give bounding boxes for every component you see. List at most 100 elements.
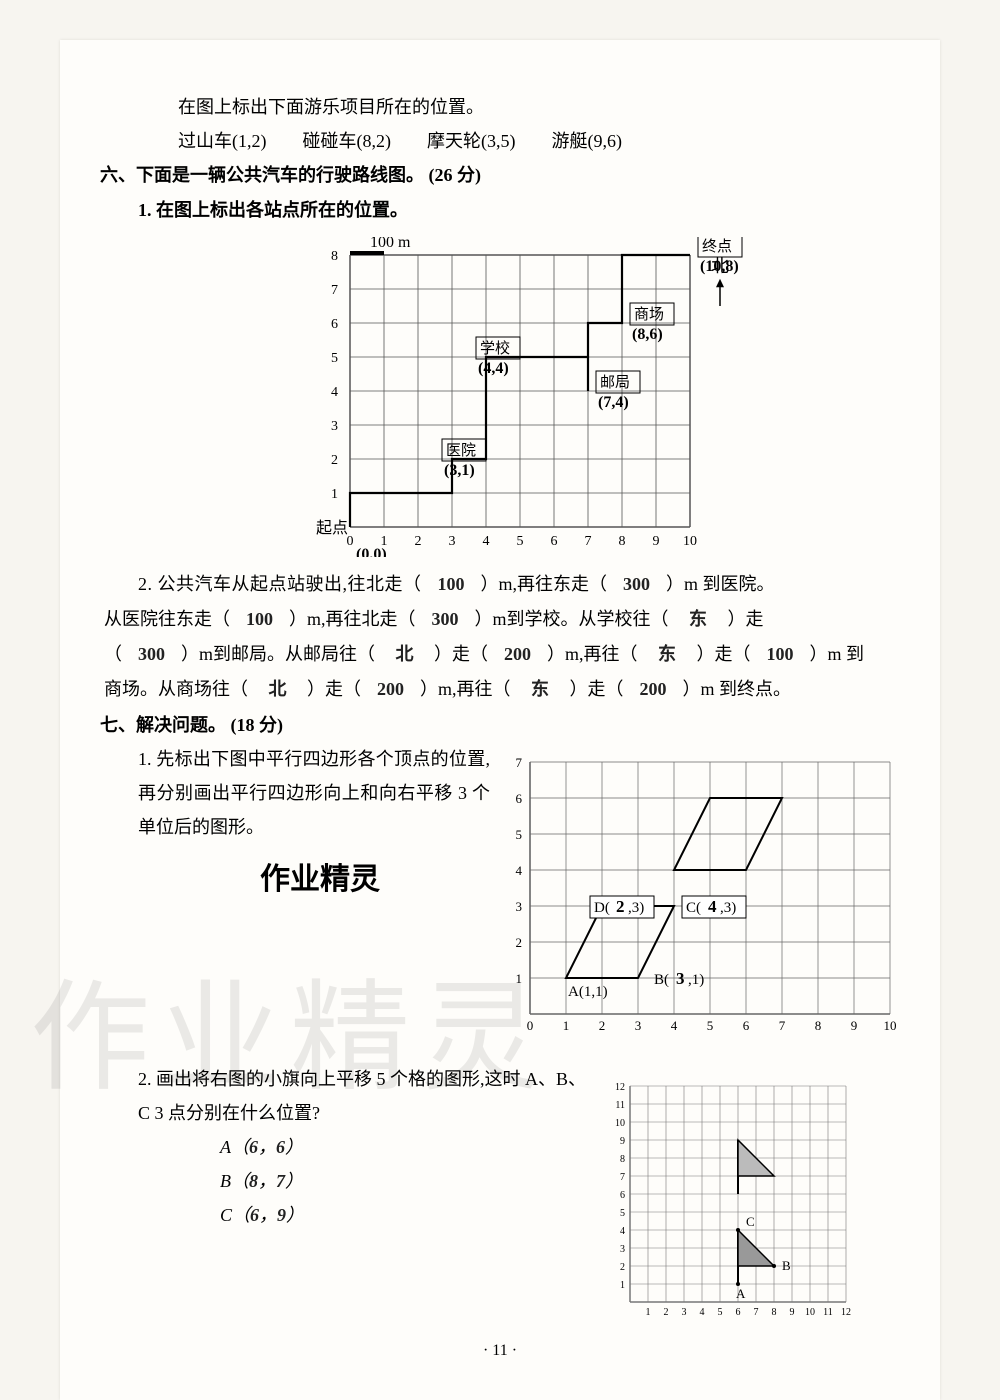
svg-text:11: 11 <box>823 1307 833 1318</box>
svg-text:4: 4 <box>671 1018 678 1033</box>
svg-text:,3): ,3) <box>720 900 736 916</box>
svg-text:7: 7 <box>753 1307 758 1318</box>
svg-text:4: 4 <box>331 385 338 400</box>
svg-text:6: 6 <box>735 1307 740 1318</box>
svg-text:6: 6 <box>620 1190 625 1201</box>
ans-9[interactable]: 东 <box>642 637 692 672</box>
svg-text:8: 8 <box>771 1307 776 1318</box>
ans-8[interactable]: 200 <box>493 637 543 672</box>
answer-row: B（8，7） <box>220 1164 594 1198</box>
svg-text:4: 4 <box>708 897 717 916</box>
svg-text:4: 4 <box>620 1226 625 1237</box>
ans-3[interactable]: 100 <box>235 602 285 637</box>
svg-text:4: 4 <box>483 534 490 549</box>
svg-text:6: 6 <box>551 534 558 549</box>
svg-text:8: 8 <box>815 1018 822 1033</box>
ans-14[interactable]: 200 <box>628 672 678 707</box>
ans-11[interactable]: 北 <box>253 672 303 707</box>
ans-10[interactable]: 100 <box>755 637 805 672</box>
svg-text:,1): ,1) <box>688 972 704 988</box>
svg-text:,3): ,3) <box>628 900 644 916</box>
svg-text:C: C <box>746 1214 755 1229</box>
svg-text:A(1,1): A(1,1) <box>568 984 608 1000</box>
ans-4[interactable]: 300 <box>420 602 470 637</box>
svg-text:B: B <box>782 1258 791 1273</box>
svg-text:2: 2 <box>620 1262 625 1273</box>
svg-text:D(: D( <box>594 900 610 916</box>
svg-text:(10,8): (10,8) <box>700 258 739 275</box>
svg-text:6: 6 <box>516 791 523 806</box>
svg-text:C(: C( <box>686 900 701 916</box>
svg-text:2: 2 <box>663 1307 668 1318</box>
svg-text:10: 10 <box>615 1118 625 1129</box>
svg-text:9: 9 <box>620 1136 625 1147</box>
svg-text:3: 3 <box>449 534 456 549</box>
svg-text:(0,0): (0,0) <box>356 546 387 557</box>
q7-1-text: 1. 先标出下图中平行四边形各个顶点的位置,再分别画出平行四边形向上和向右平移 … <box>100 742 490 845</box>
ans-5[interactable]: 东 <box>673 602 723 637</box>
svg-text:2: 2 <box>616 897 625 916</box>
svg-text:3: 3 <box>676 969 685 988</box>
svg-text:5: 5 <box>517 534 524 549</box>
q7-2-text: 2. 画出将右图的小旗向上平移 5 个格的图形,这时 A、B、C 3 点分别在什… <box>100 1062 594 1130</box>
flag-grid: 123456789101112123456789101112ABC <box>604 1062 900 1322</box>
svg-text:(3,1): (3,1) <box>444 462 475 479</box>
svg-text:B(: B( <box>654 972 669 988</box>
section6-heading: 六、下面是一辆公共汽车的行驶路线图。 (26 分) <box>100 158 900 192</box>
ans-2[interactable]: 300 <box>612 567 662 602</box>
svg-text:5: 5 <box>620 1208 625 1219</box>
svg-text:7: 7 <box>331 283 338 298</box>
svg-text:9: 9 <box>851 1018 858 1033</box>
svg-text:10: 10 <box>884 1018 897 1033</box>
ans-7[interactable]: 北 <box>380 637 430 672</box>
svg-text:0: 0 <box>527 1018 534 1033</box>
q2-l2: 从医院往东走（ 100 ）m,再往北走（ 300 ）m到学校。从学校往（ 东 ）… <box>100 602 900 637</box>
svg-text:3: 3 <box>331 419 338 434</box>
svg-text:12: 12 <box>615 1082 625 1093</box>
ans-1[interactable]: 100 <box>426 567 476 602</box>
section6-title: 六、下面是一辆公共汽车的行驶路线图。 <box>100 165 424 185</box>
q2-l4: 商场。从商场往（ 北 ）走（ 200 ）m,再往（ 东 ）走（ 200 ）m 到… <box>100 672 900 707</box>
svg-text:1: 1 <box>620 1280 625 1291</box>
svg-text:商场: 商场 <box>634 306 664 323</box>
svg-text:7: 7 <box>779 1018 786 1033</box>
svg-text:3: 3 <box>516 899 523 914</box>
q7-2-row: 2. 画出将右图的小旗向上平移 5 个格的图形,这时 A、B、C 3 点分别在什… <box>100 1062 900 1322</box>
svg-text:2: 2 <box>331 453 338 468</box>
svg-text:A: A <box>736 1286 746 1301</box>
svg-text:1: 1 <box>563 1018 570 1033</box>
ans-6[interactable]: 300 <box>127 637 177 672</box>
section7-heading: 七、解决问题。 (18 分) <box>100 708 900 742</box>
svg-text:7: 7 <box>516 755 523 770</box>
svg-text:2: 2 <box>599 1018 606 1033</box>
ans-13[interactable]: 东 <box>515 672 565 707</box>
svg-text:(8,6): (8,6) <box>632 326 663 343</box>
svg-text:2: 2 <box>516 935 523 950</box>
svg-text:4: 4 <box>699 1307 704 1318</box>
svg-text:9: 9 <box>653 534 660 549</box>
svg-text:5: 5 <box>707 1018 714 1033</box>
intro-line-1: 在图上标出下面游乐项目所在的位置。 <box>100 90 900 124</box>
q2-para: 2. 公共汽车从起点站驶出,往北走（ 100 ）m,再往东走（ 300 ）m 到… <box>100 567 900 602</box>
svg-text:医院: 医院 <box>446 441 476 459</box>
page-number: · 11 · <box>100 1342 900 1360</box>
svg-text:3: 3 <box>620 1244 625 1255</box>
svg-text:10: 10 <box>805 1307 815 1318</box>
svg-text:(7,4): (7,4) <box>598 394 629 411</box>
q2-l3: （ 300 ）m到邮局。从邮局往（ 北 ）走（ 200 ）m,再往（ 东 ）走（… <box>100 637 900 672</box>
svg-text:3: 3 <box>681 1307 686 1318</box>
svg-text:7: 7 <box>620 1172 625 1183</box>
svg-text:9: 9 <box>789 1307 794 1318</box>
svg-text:学校: 学校 <box>480 340 510 357</box>
svg-text:(4,4): (4,4) <box>478 360 509 377</box>
svg-text:6: 6 <box>743 1018 750 1033</box>
section6-points: (26 分) <box>429 165 482 185</box>
ans-12[interactable]: 200 <box>366 672 416 707</box>
svg-text:4: 4 <box>516 863 523 878</box>
parallelogram-grid: 0123456789101234567A(1,1)B(3,1)C(4,3)D(2… <box>500 742 900 1042</box>
intro-items: 过山车(1,2) 碰碰车(8,2) 摩天轮(3,5) 游艇(9,6) <box>100 124 900 158</box>
bus-route-grid: 01234567891012345678起点100 m北终点(10,8)商场(8… <box>300 237 900 557</box>
calligraphy-mark: 作业精灵 <box>260 854 490 898</box>
answer-row: A（6，6） <box>220 1130 594 1164</box>
svg-text:10: 10 <box>683 534 697 549</box>
